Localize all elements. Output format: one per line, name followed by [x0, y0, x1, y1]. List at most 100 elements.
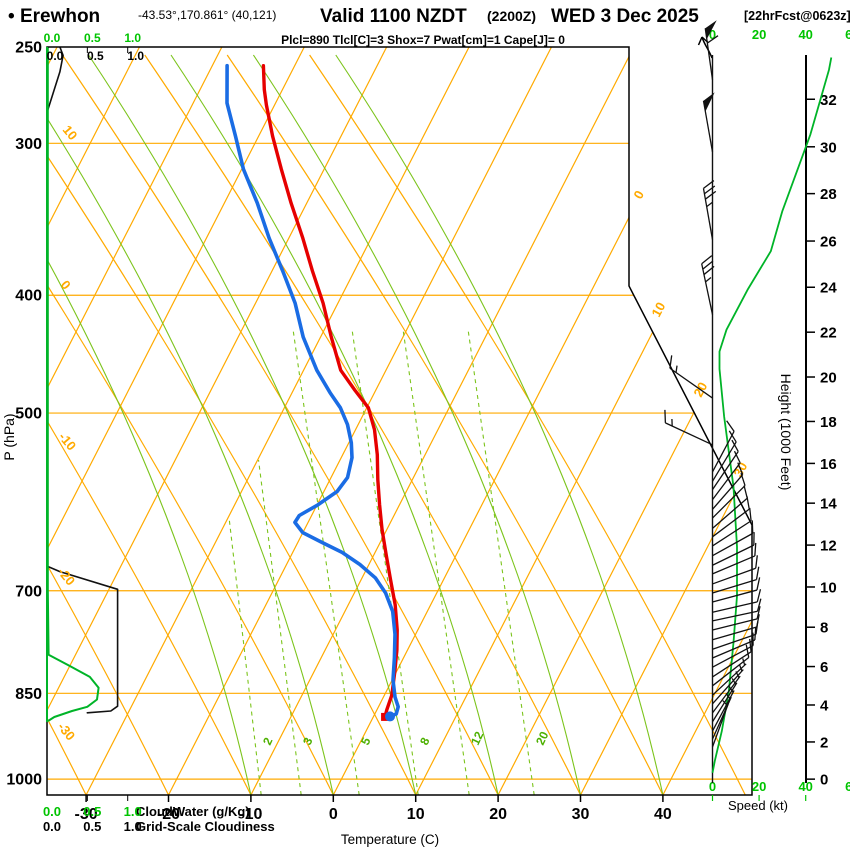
- wind-barb-feather: [756, 589, 762, 603]
- wind-barb-half-feather: [728, 686, 734, 693]
- wind-barb-shaft: [702, 100, 714, 153]
- wind-barb-shaft: [712, 474, 744, 510]
- wind-barb-feather: [745, 644, 750, 658]
- wind-barb-feather: [749, 638, 752, 652]
- cloudwater-scale-top-label: 0.5: [84, 31, 101, 45]
- wind-barb-feather: [701, 255, 713, 265]
- wind-barb-half-feather: [738, 664, 743, 672]
- cloudwater-scale-bottom-label: 0.5: [83, 804, 101, 819]
- cloudiness-curve-upper: [47, 47, 64, 114]
- height-tick-label: 18: [820, 414, 837, 431]
- height-tick-label: 16: [820, 456, 837, 473]
- pressure-tick-label: 400: [15, 288, 42, 305]
- wind-barb-feather: [743, 485, 748, 499]
- mixing-ratio-label: 8: [417, 735, 433, 747]
- fcst-pointer-arrow: [701, 36, 713, 59]
- speed-tick-label-top: 60: [845, 27, 850, 42]
- isotherm-label: 10: [648, 300, 668, 320]
- temperature-tick-label: -30: [75, 806, 98, 823]
- height-tick-label: 26: [820, 234, 837, 251]
- wind-barb-feather: [731, 439, 739, 452]
- height-tick-label: 10: [820, 579, 837, 596]
- valid-time: Valid 1100 NZDT: [320, 6, 467, 27]
- wind-barb-shaft: [712, 618, 758, 631]
- temperature-tick-label: 20: [489, 806, 507, 823]
- temperature-tick-label: 0: [329, 806, 338, 823]
- height-tick-label: 30: [820, 139, 837, 156]
- mixing-ratio-label: 5: [358, 735, 374, 747]
- pressure-tick-label: 500: [15, 406, 42, 423]
- dry-adiabat-line: [47, 54, 417, 795]
- wind-barb-shaft: [712, 520, 752, 547]
- pressure-tick-label: 1000: [6, 772, 42, 789]
- wind-barb-feather: [704, 185, 716, 195]
- height-tick-label: 6: [820, 659, 828, 676]
- pressure-axis-label: P (hPa): [1, 413, 17, 460]
- wind-barb-feather: [733, 450, 741, 464]
- moist-adiabat-line: [252, 54, 582, 795]
- dry-adiabat-line: [61, 54, 499, 795]
- mixing-ratio-label: 2: [260, 735, 276, 747]
- moist-adiabat-line: [335, 54, 664, 795]
- mixing-ratio-line: [292, 329, 360, 795]
- wind-barb-feather: [703, 180, 715, 189]
- mixing-ratio-line: [467, 329, 535, 795]
- mixing-ratio-line: [351, 329, 419, 795]
- cloudwater-scale-top-label: 0.0: [44, 31, 61, 45]
- wind-barb-feather: [669, 355, 673, 369]
- height-tick-label: 14: [820, 496, 837, 513]
- wind-barb-feather: [706, 35, 719, 44]
- wind-barb-feather: [754, 626, 757, 641]
- speed-tick-label-top: 20: [752, 27, 766, 42]
- cloudwater-scale-bottom-label: 0.0: [43, 804, 61, 819]
- wind-barb-half-feather: [742, 658, 746, 666]
- isotherm-line: [47, 47, 388, 795]
- isotherm-line: [250, 47, 635, 795]
- cloudiness-scale-bottom-label: 0.5: [83, 819, 101, 834]
- wind-barb-half-feather: [725, 693, 731, 700]
- wind-barb-shaft: [712, 626, 757, 641]
- mixing-ratio-label: 3: [300, 735, 316, 747]
- cloudiness-curve-mid: [47, 565, 119, 714]
- height-tick-label: 2: [820, 734, 828, 751]
- dry-adiabat-line: [47, 54, 252, 795]
- forecast-tag: [22hrFcst@0623z]: [744, 9, 850, 23]
- cloudiness-scale-top-label: 0.5: [87, 49, 104, 63]
- wind-barb-shaft: [712, 656, 750, 687]
- dry-adiabat-line: [47, 54, 170, 795]
- wind-barb-shaft: [712, 645, 754, 668]
- cloudwater-scale-bottom-label: 1.0: [124, 804, 142, 819]
- wind-barb-feather: [740, 472, 746, 486]
- moist-adiabat-line: [88, 54, 417, 795]
- height-tick-label: 12: [820, 538, 837, 555]
- cloudiness-scale-label: Grid-Scale Cloudiness: [136, 819, 275, 834]
- wind-barb-feather: [754, 542, 757, 556]
- dry-adiabat-label: 0: [58, 277, 74, 292]
- speed-tick-label-bottom: 0: [709, 779, 716, 794]
- height-tick-label: 32: [820, 92, 837, 109]
- mixing-ratio-line: [257, 459, 302, 795]
- wind-barb-shaft: [669, 367, 713, 399]
- wind-barb-shaft: [711, 462, 741, 500]
- background-grid: [47, 47, 752, 795]
- stability-indices: Plcl=890 Tlcl[C]=3 Shox=7 Pwat[cm]=1 Cap…: [281, 33, 565, 47]
- mixing-ratio-label: 20: [533, 729, 551, 747]
- temperature-tick-label: -20: [157, 806, 180, 823]
- wind-barb-shaft: [712, 508, 750, 538]
- wind-barb-shaft: [711, 441, 737, 482]
- isotherm-line: [85, 47, 470, 795]
- wind-barb-shaft: [712, 651, 752, 678]
- wind-barb-shaft: [711, 431, 735, 473]
- height-axis-label: Height (1000 Feet): [778, 374, 794, 491]
- pressure-tick-label: 250: [15, 40, 42, 57]
- wind-barb-shaft: [712, 610, 758, 622]
- speed-tick-label-top: 0: [709, 27, 716, 42]
- dry-adiabat-label: -10: [56, 429, 80, 453]
- wind-barb-shaft: [712, 639, 756, 659]
- temperature-tick-label: 10: [407, 806, 425, 823]
- cloudwater-curve: [47, 47, 100, 722]
- speed-tick-label-bottom: 40: [798, 779, 812, 794]
- wind-barb-shaft: [665, 422, 713, 446]
- moist-adiabat-line: [47, 54, 252, 795]
